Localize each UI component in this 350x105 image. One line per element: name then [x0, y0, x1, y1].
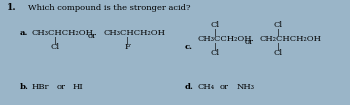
Text: Cl: Cl: [50, 43, 60, 51]
Text: b.: b.: [20, 83, 29, 91]
Text: |: |: [126, 36, 128, 44]
Text: |: |: [214, 28, 216, 36]
Text: or: or: [245, 38, 254, 46]
Text: Which compound is the stronger acid?: Which compound is the stronger acid?: [28, 4, 190, 12]
Text: NH₃: NH₃: [237, 83, 255, 91]
Text: or: or: [88, 32, 97, 40]
Text: CH₃CHCH₂OH: CH₃CHCH₂OH: [32, 29, 94, 37]
Text: 1.: 1.: [7, 3, 17, 12]
Text: d.: d.: [185, 83, 194, 91]
Text: CH₄: CH₄: [197, 83, 214, 91]
Text: c.: c.: [185, 43, 193, 51]
Text: Cl: Cl: [273, 49, 282, 57]
Text: Cl: Cl: [210, 21, 219, 29]
Text: Cl: Cl: [210, 49, 219, 57]
Text: CH₃CHCH₂OH: CH₃CHCH₂OH: [104, 29, 166, 37]
Text: |: |: [276, 28, 279, 36]
Text: CH₂CHCH₂OH: CH₂CHCH₂OH: [260, 35, 322, 43]
Text: |: |: [54, 36, 56, 44]
Text: CH₃CCH₂OH: CH₃CCH₂OH: [197, 35, 252, 43]
Text: or: or: [57, 83, 66, 91]
Text: F: F: [124, 43, 130, 51]
Text: or: or: [220, 83, 229, 91]
Text: HI: HI: [73, 83, 84, 91]
Text: HBr: HBr: [32, 83, 49, 91]
Text: Cl: Cl: [273, 21, 282, 29]
Text: |: |: [276, 42, 279, 50]
Text: |: |: [214, 42, 216, 50]
Text: a.: a.: [20, 29, 28, 37]
